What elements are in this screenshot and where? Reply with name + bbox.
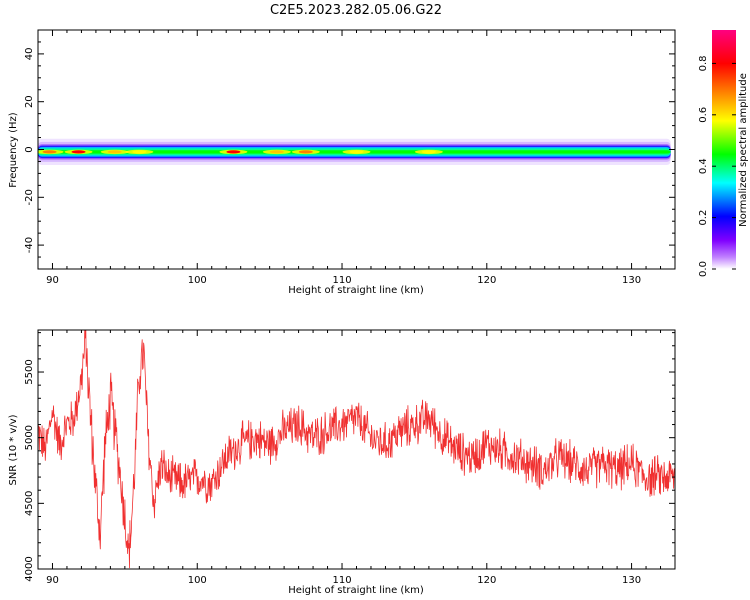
y-tick-label: -40 xyxy=(24,237,35,253)
y-tick-label: 5500 xyxy=(24,359,35,384)
band-peak xyxy=(349,150,364,154)
y-tick-label: 4500 xyxy=(24,491,35,516)
spectrogram-panel: 90 100 110 120 130 -40 -20 0 20 40 Height of stra… xyxy=(8,29,676,296)
y-tick-label: 0 xyxy=(24,146,35,152)
snr-panel: 90 100 110 120 130 4000 4500 5000 5500 Height of… xyxy=(8,329,676,596)
band-peak xyxy=(71,150,86,154)
x-tick-label: 120 xyxy=(477,275,496,286)
colorbar-tick-label: 0.2 xyxy=(698,210,709,226)
colorbar: 0.0 0.2 0.4 0.6 0.8 Normalized spectral ampl… xyxy=(698,30,749,277)
band-peak xyxy=(132,150,147,154)
spectrogram-ylabel: Frequency (Hz) xyxy=(8,112,19,188)
y-tick-label: -20 xyxy=(24,189,35,205)
colorbar-axis: 0.0 0.2 0.4 0.6 0.8 xyxy=(698,55,736,277)
spectrogram-axes: 90 100 110 120 130 -40 -20 0 20 40 xyxy=(24,29,676,286)
band-peak xyxy=(421,150,436,154)
band-peak xyxy=(269,150,284,154)
band-peak xyxy=(226,150,241,154)
y-tick-label: 40 xyxy=(24,48,35,61)
x-tick-label: 100 xyxy=(188,275,207,286)
y-tick-label: 4000 xyxy=(24,556,35,581)
band-peak xyxy=(298,150,313,154)
x-tick-label: 110 xyxy=(332,275,351,286)
y-tick-label: 20 xyxy=(24,95,35,108)
snr-axes: 90 100 110 120 130 4000 4500 5000 5500 xyxy=(24,330,676,586)
snr-xlabel: Height of straight line (km) xyxy=(288,585,424,596)
colorbar-label: Normalized spectral amplitude xyxy=(738,73,749,227)
figure-title: C2E5.2023.282.05.06.G22 xyxy=(270,3,442,18)
colorbar-tick-label: 0.6 xyxy=(698,107,709,123)
x-tick-label: 120 xyxy=(477,575,496,586)
snr-plot-frame xyxy=(37,329,676,570)
band-peak xyxy=(42,150,57,154)
x-tick-label: 100 xyxy=(188,575,207,586)
colorbar-tick-label: 0.4 xyxy=(698,158,709,174)
x-tick-label: 130 xyxy=(622,575,641,586)
snr-series-line xyxy=(38,330,675,569)
colorbar-tick-label: 0.0 xyxy=(698,261,709,277)
x-tick-label: 130 xyxy=(622,275,641,286)
x-tick-label: 90 xyxy=(46,275,59,286)
colorbar-gradient xyxy=(712,30,736,269)
band-peak xyxy=(107,150,122,154)
snr-ylabel: SNR (10 * v/v) xyxy=(8,414,19,485)
spectrogram-xlabel: Height of straight line (km) xyxy=(288,285,424,296)
spectrogram-band xyxy=(38,138,671,166)
colorbar-tick-label: 0.8 xyxy=(698,55,709,71)
x-tick-label: 110 xyxy=(332,575,351,586)
y-tick-label: 5000 xyxy=(24,425,35,450)
x-tick-label: 90 xyxy=(46,575,59,586)
